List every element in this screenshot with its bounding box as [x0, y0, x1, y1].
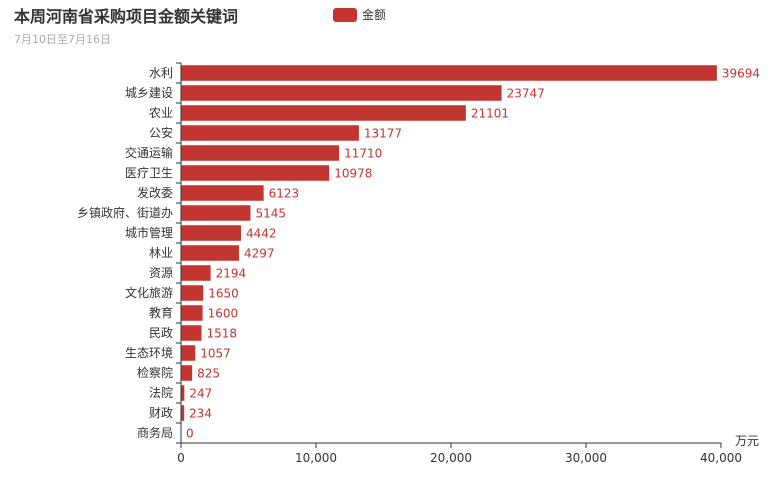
y-tick-label: 林业	[149, 246, 173, 260]
bar[interactable]	[181, 285, 204, 301]
bar[interactable]	[181, 245, 240, 261]
bar[interactable]	[181, 85, 502, 101]
x-tick-label: 0	[177, 451, 185, 465]
x-tick-label: 10,000	[295, 451, 337, 465]
data-label: 10978	[334, 167, 372, 181]
data-label: 247	[189, 387, 212, 401]
y-tick-label: 医疗卫生	[125, 166, 173, 180]
data-label: 825	[197, 367, 220, 381]
data-label: 6123	[269, 187, 300, 201]
data-label: 23747	[507, 87, 545, 101]
bar[interactable]	[181, 305, 203, 321]
data-label: 39694	[722, 67, 760, 81]
bar[interactable]	[181, 185, 264, 201]
bar[interactable]	[181, 105, 466, 121]
y-tick-label: 生态环境	[125, 345, 173, 360]
y-tick-label: 城乡建设	[125, 86, 173, 100]
y-tick-label: 资源	[149, 266, 173, 280]
y-tick-label: 交通运输	[125, 145, 173, 160]
bar[interactable]	[181, 345, 196, 361]
bar[interactable]	[181, 165, 330, 181]
y-tick-label: 水利	[149, 66, 173, 80]
y-tick-label: 文化旅游	[125, 285, 173, 300]
y-tick-label: 检察院	[137, 365, 173, 380]
bar[interactable]	[181, 385, 185, 401]
data-label: 1650	[208, 287, 239, 301]
y-tick-label: 商务局	[137, 425, 173, 440]
bar[interactable]	[181, 145, 340, 161]
data-label: 11710	[344, 147, 382, 161]
y-tick-label: 法院	[149, 386, 173, 400]
data-label: 234	[189, 407, 212, 421]
data-label: 21101	[471, 107, 509, 121]
data-label: 1518	[206, 327, 237, 341]
data-label: 4442	[246, 227, 277, 241]
bar[interactable]	[181, 65, 717, 81]
y-tick-label: 公安	[149, 125, 173, 140]
bar[interactable]	[181, 225, 241, 241]
bar[interactable]	[181, 265, 211, 281]
bar[interactable]	[181, 205, 251, 221]
data-label: 1057	[200, 347, 231, 361]
bar[interactable]	[181, 405, 185, 421]
y-tick-label: 民政	[149, 326, 173, 340]
chart-legend[interactable]: 金额	[333, 6, 386, 23]
bar[interactable]	[181, 125, 359, 141]
bar[interactable]	[181, 325, 202, 341]
chart-subtitle: 7月10日至7月16日	[14, 33, 111, 46]
legend-swatch[interactable]	[333, 7, 357, 22]
y-tick-label: 农业	[149, 106, 173, 120]
data-label: 4297	[244, 247, 275, 261]
y-tick-label: 财政	[149, 406, 173, 420]
x-tick-label: 40,000	[700, 451, 742, 465]
data-label: 2194	[216, 267, 247, 281]
x-axis-label: 万元	[735, 434, 759, 448]
legend-label[interactable]: 金额	[362, 8, 387, 22]
data-label: 1600	[208, 307, 239, 321]
chart-title: 本周河南省采购项目金额关键词	[14, 7, 239, 26]
y-tick-label: 城市管理	[125, 225, 173, 240]
x-tick-label: 20,000	[430, 451, 472, 465]
y-tick-label: 教育	[149, 305, 173, 320]
data-label: 5145	[255, 207, 286, 221]
data-label: 13177	[364, 127, 402, 141]
y-tick-label: 乡镇政府、街道办	[77, 205, 173, 220]
x-tick-label: 30,000	[565, 451, 607, 465]
data-label: 0	[186, 427, 194, 441]
y-tick-label: 发改委	[137, 185, 173, 200]
bar[interactable]	[181, 365, 193, 381]
